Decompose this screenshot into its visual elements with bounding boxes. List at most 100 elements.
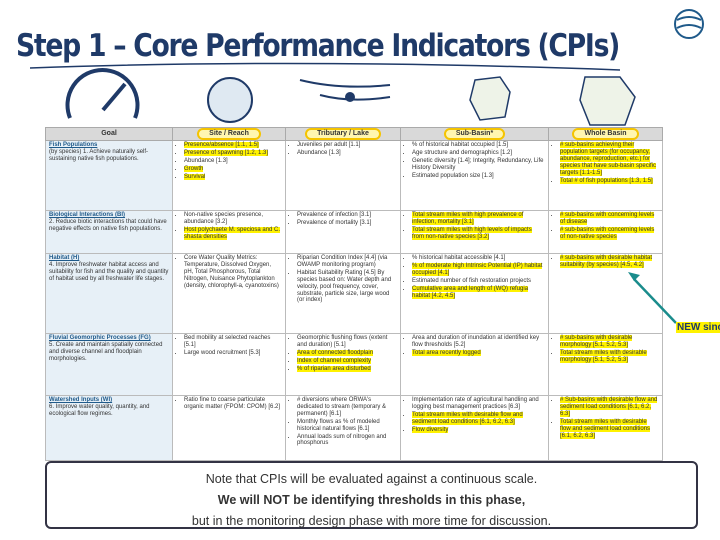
indicator: Cumulative area and length of (WQ) refug… xyxy=(412,285,545,300)
indicator: Total stream miles with high prevalence … xyxy=(412,212,545,226)
goal-cell: Fish Populations (by species) 1. Achieve … xyxy=(45,140,173,212)
indicator-list: Riparian Condition Index [4.4] (via OWAM… xyxy=(289,255,397,304)
table-row: Watershed Inputs (WI) 6. Improve water qu… xyxy=(45,395,663,462)
indicator-text: Annual loads sum of nitrogen and phospho… xyxy=(297,433,387,447)
indicator-list: # diversions where ORWA's dedicated to s… xyxy=(289,397,397,447)
indicator-text: % of riparian area disturbed xyxy=(297,365,371,372)
indicator-text: Growth xyxy=(184,165,204,172)
cell-content: Presence/absence [1.1, 1.5]Presence of s… xyxy=(173,141,285,210)
indicator-text: Total # of fish populations [1.3, 1.5] xyxy=(560,177,653,184)
indicator-text: Genetic diversity [1.4]; Integrity, Redu… xyxy=(412,157,544,171)
cell-content: % of historical habitat occupied [1.5]Ag… xyxy=(401,141,548,210)
header-label: Tributary / Lake xyxy=(305,128,381,141)
goal-name: Habitat (H) xyxy=(49,255,80,262)
cell-content: % historical habitat accessible [4.1]% o… xyxy=(401,254,548,333)
indicator: Presence of spawning [1.2, 1.3] xyxy=(184,149,282,157)
column-header: Site / Reach xyxy=(172,126,286,142)
slide-title: Step 1 – Core Performance Indicators (CP… xyxy=(16,28,620,64)
goal-content: Fluvial Geomorphic Processes (FG) 5. Crea… xyxy=(46,334,172,395)
cell-content: # Sub-basins with desirable flow and sed… xyxy=(549,396,662,460)
goal-text: (by species) 1. Achieve naturally self-s… xyxy=(49,148,149,162)
note-box: Note that CPIs will be evaluated against… xyxy=(45,461,698,529)
indicator-text: Large wood recruitment [5.3] xyxy=(184,349,261,356)
indicator-list: Prevalence of infection [3.1]Prevalence … xyxy=(289,212,397,227)
indicator-cell: # sub-basins achieving their population … xyxy=(548,140,663,212)
cell-content: Non-native species presence, abundance [… xyxy=(173,211,285,253)
indicator-cell: Implementation rate of agricultural hand… xyxy=(400,395,549,462)
callout: NEW since xyxy=(676,322,720,333)
indicator-list: # sub-basins with concerning levels of d… xyxy=(552,212,659,241)
cell-content: Riparian Condition Index [4.4] (via OWAM… xyxy=(286,254,400,333)
indicator-text: Age structure and demographics [1.2] xyxy=(412,149,513,156)
indicator-list: # sub-basins achieving their population … xyxy=(552,142,659,184)
note-line: We will NOT be identifying thresholds in… xyxy=(217,493,526,507)
indicator-text: Presence of spawning [1.2, 1.3] xyxy=(184,149,269,156)
indicator: Bed mobility at selected reaches [5.1] xyxy=(184,335,282,349)
indicator-list: % historical habitat accessible [4.1]% o… xyxy=(404,255,545,299)
indicator: # sub-basins with concerning levels of d… xyxy=(560,212,659,226)
cell-content: # sub-basins with desirable habitat suit… xyxy=(549,254,662,333)
cell-content: # sub-basins achieving their population … xyxy=(549,141,662,210)
indicator-text: Index of channel complexity xyxy=(297,357,372,364)
note-line: Note that CPIs will be evaluated against… xyxy=(205,472,538,486)
indicator: Presence/absence [1.1, 1.5] xyxy=(184,142,282,149)
indicator-text: Geomorphic flushing flows (extent and du… xyxy=(297,335,388,348)
indicator-list: # sub-basins with desirable morphology [… xyxy=(552,335,659,364)
indicator-cell: # sub-basins with desirable habitat suit… xyxy=(548,253,663,335)
indicator-text: % of historical habitat occupied [1.5] xyxy=(412,142,509,149)
indicator: # sub-basins with concerning levels of n… xyxy=(560,226,659,241)
indicator: # sub-basins with desirable habitat suit… xyxy=(560,255,659,269)
indicator: Riparian Condition Index [4.4] (via OWAM… xyxy=(297,255,397,269)
indicator-text: Area of connected floodplain xyxy=(297,349,374,356)
indicator: Host polychaete M. speciosa and C. shast… xyxy=(184,226,282,241)
indicator-cell: Total stream miles with high prevalence … xyxy=(400,210,549,255)
cell-content: Implementation rate of agricultural hand… xyxy=(401,396,548,460)
column-header: Whole Basin xyxy=(548,126,663,142)
indicator-text: Riparian Condition Index [4.4] (via OWAM… xyxy=(297,255,388,268)
header-label: Site / Reach xyxy=(197,128,261,141)
column-header: Tributary / Lake xyxy=(285,126,401,142)
indicator: Prevalence of infection [3.1] xyxy=(297,212,397,219)
cell-content: Core Water Quality Metrics: Temperature,… xyxy=(173,254,285,333)
indicator-text: Monthly flows as % of modeled historical… xyxy=(297,418,380,432)
indicator-text: Implementation rate of agricultural hand… xyxy=(412,397,539,410)
goal-name: Fish Populations xyxy=(49,142,98,149)
indicator: Ratio fine to coarse particulate organic… xyxy=(184,397,282,411)
indicator: Index of channel complexity xyxy=(297,357,397,365)
indicator-text: Non-native species presence, abundance [… xyxy=(184,212,264,225)
goal-name: Watershed Inputs (WI) xyxy=(49,397,113,404)
indicator: Survival xyxy=(184,173,282,181)
indicator-cell: Area and duration of inundation at ident… xyxy=(400,333,549,397)
column-header: Goal xyxy=(45,126,173,142)
cell-content: # sub-basins with concerning levels of d… xyxy=(549,211,662,253)
table-row: Fish Populations (by species) 1. Achieve … xyxy=(45,140,663,212)
indicator-list: Ratio fine to coarse particulate organic… xyxy=(176,397,282,411)
indicator-list: Total stream miles with high prevalence … xyxy=(404,212,545,241)
indicator: Geomorphic flushing flows (extent and du… xyxy=(297,335,397,349)
indicator-text: Presence/absence [1.1, 1.5] xyxy=(184,142,259,149)
indicator-text: Prevalence of infection [3.1] xyxy=(297,212,372,219)
indicator-list: Area and duration of inundation at ident… xyxy=(404,335,545,357)
table-row: Habitat (H) 4. Improve freshwater habitat… xyxy=(45,253,663,335)
indicator: # Sub-basins with desirable flow and sed… xyxy=(560,397,659,418)
goal-content: Habitat (H) 4. Improve freshwater habitat… xyxy=(46,254,172,333)
indicator-text: # sub-basins with desirable habitat suit… xyxy=(560,255,653,268)
icons xyxy=(29,9,704,126)
header-label: Goal xyxy=(101,130,117,137)
goal-text: 2. Reduce biotic interactions that could… xyxy=(49,218,167,232)
indicator-text: Area and duration of inundation at ident… xyxy=(412,335,540,348)
title-underline xyxy=(29,62,621,71)
cell-content: # sub-basins with desirable morphology [… xyxy=(549,334,662,395)
indicator-text: Abundance [1.3] xyxy=(184,157,228,164)
indicator-text: Total stream miles with desirable morpho… xyxy=(560,349,647,363)
indicator: Growth xyxy=(184,165,282,173)
indicator: Abundance [1.3] xyxy=(297,150,397,157)
indicator-cell: Non-native species presence, abundance [… xyxy=(172,210,286,255)
indicator-text: Core Water Quality Metrics: Temperature,… xyxy=(184,255,279,289)
indicator: Total area recently logged xyxy=(412,349,545,357)
indicator: Area and duration of inundation at ident… xyxy=(412,335,545,349)
indicator: Habitat Suitability Rating [4.5] By spec… xyxy=(297,270,397,304)
indicator-text: Bed mobility at selected reaches [5.1] xyxy=(184,335,271,348)
